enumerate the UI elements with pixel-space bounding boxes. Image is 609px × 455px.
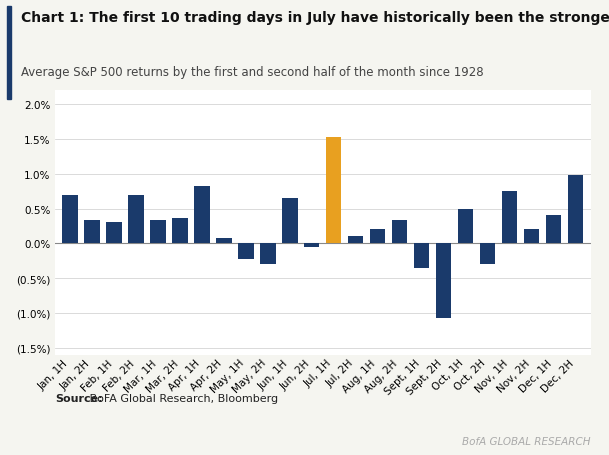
Bar	[414, 244, 429, 268]
Text: Average S&P 500 returns by the first and second half of the month since 1928: Average S&P 500 returns by the first and…	[21, 66, 484, 79]
Text: Source:: Source:	[55, 394, 102, 404]
Bar	[458, 209, 473, 244]
Bar	[304, 244, 320, 247]
Text: BofA GLOBAL RESEARCH: BofA GLOBAL RESEARCH	[462, 436, 591, 446]
Bar	[260, 244, 275, 265]
Bar	[128, 196, 144, 244]
Bar	[480, 244, 495, 265]
Bar	[150, 221, 166, 244]
Bar	[524, 230, 539, 244]
Bar	[568, 176, 583, 244]
Bar	[282, 199, 298, 244]
Bar	[107, 222, 122, 244]
Bar	[348, 237, 364, 244]
Text: BoFA Global Research, Bloomberg: BoFA Global Research, Bloomberg	[86, 394, 278, 404]
Bar	[370, 230, 385, 244]
Bar	[326, 137, 342, 244]
Bar	[546, 216, 561, 244]
Bar	[238, 244, 253, 259]
Bar	[85, 221, 100, 244]
Text: Chart 1: The first 10 trading days in July have historically been the strongest : Chart 1: The first 10 trading days in Ju…	[21, 11, 609, 25]
Bar	[194, 186, 209, 244]
Bar	[63, 195, 78, 244]
Bar	[172, 218, 188, 244]
Bar	[216, 238, 231, 244]
Bar	[502, 192, 517, 244]
Bar	[392, 221, 407, 244]
Bar	[436, 244, 451, 319]
